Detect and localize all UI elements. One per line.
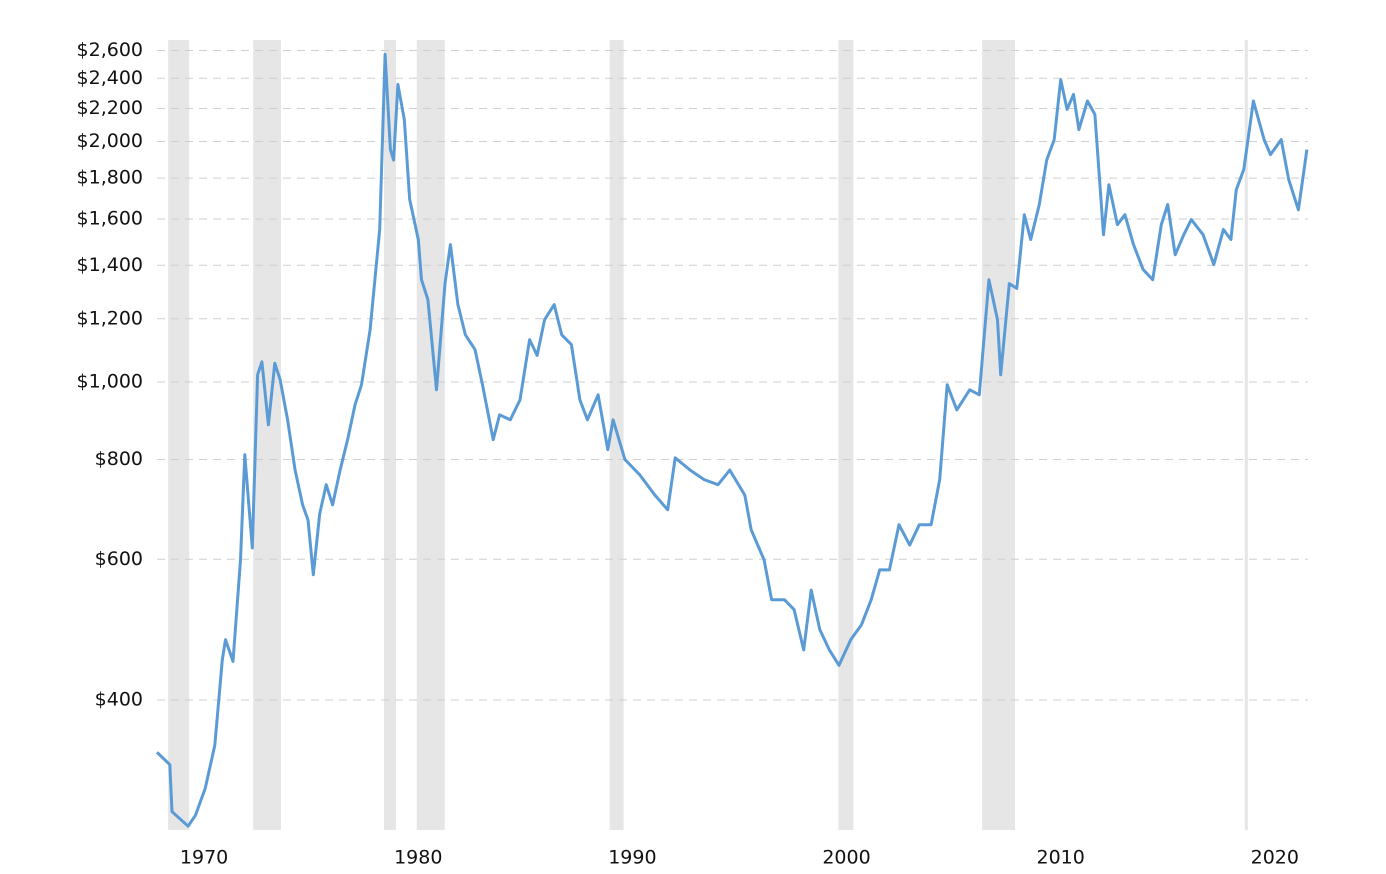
x-tick-label: 2000: [822, 847, 870, 869]
y-tick-label: $1,400: [77, 254, 143, 276]
shaded-period: [416, 40, 445, 830]
x-tick-label: 1990: [608, 847, 656, 869]
x-tick-label: 2020: [1251, 847, 1299, 869]
y-tick-label: $2,200: [77, 97, 143, 119]
y-tick-label: $1,600: [77, 207, 143, 229]
shaded-period: [982, 40, 1016, 830]
shaded-period: [1244, 40, 1248, 830]
x-tick-label: 2010: [1036, 847, 1084, 869]
y-tick-label: $800: [95, 448, 143, 470]
price-line: [155, 52, 1309, 828]
x-tick-label: 1980: [394, 847, 442, 869]
shaded-period: [253, 40, 281, 830]
y-tick-label: $1,000: [77, 371, 143, 393]
shaded-period: [383, 40, 396, 830]
y-tick-label: $1,800: [77, 167, 143, 189]
shaded-period: [168, 40, 190, 830]
y-tick-label: $2,000: [77, 130, 143, 152]
y-tick-label: $2,400: [77, 67, 143, 89]
x-tick-label: 1970: [180, 847, 228, 869]
y-tick-label: $600: [95, 548, 143, 570]
y-tick-label: $400: [95, 688, 143, 710]
y-tick-label: $1,200: [77, 307, 143, 329]
shaded-period: [838, 40, 854, 830]
y-tick-label: $2,600: [77, 39, 143, 61]
